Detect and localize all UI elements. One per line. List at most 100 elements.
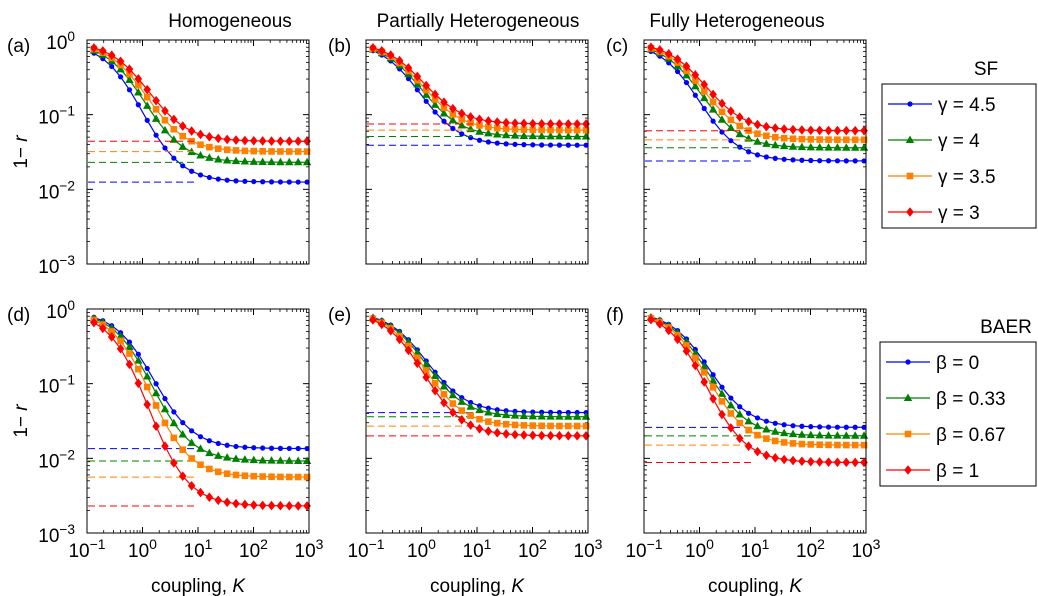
data-point xyxy=(205,448,214,457)
x-tick-exponent: 2 xyxy=(817,536,825,552)
data-point xyxy=(807,136,815,143)
data-point xyxy=(232,498,240,509)
data-point xyxy=(386,50,395,60)
data-point xyxy=(753,119,762,130)
data-point xyxy=(691,360,700,371)
data-point xyxy=(736,122,744,130)
data-point xyxy=(556,142,563,148)
data-point xyxy=(475,114,484,125)
data-point xyxy=(833,143,842,151)
legend-title: SF xyxy=(974,59,998,80)
data-point xyxy=(656,319,664,329)
data-point xyxy=(728,138,734,144)
data-point xyxy=(476,137,483,143)
series-dot xyxy=(88,50,310,185)
data-point xyxy=(753,137,762,145)
data-point xyxy=(701,105,707,112)
data-point xyxy=(546,430,555,441)
legend-label: β = 0.33 xyxy=(936,389,1006,410)
data-point xyxy=(798,440,806,448)
data-point xyxy=(276,136,285,146)
data-point xyxy=(692,77,699,84)
column-title-partially-heterogeneous: Partially Heterogeneous xyxy=(377,11,580,32)
data-point xyxy=(674,68,681,75)
y-tick-label-exponent: −2 xyxy=(59,447,75,462)
data-point xyxy=(788,429,798,438)
data-point xyxy=(468,135,474,141)
data-point xyxy=(772,155,778,161)
data-point xyxy=(520,126,528,133)
data-point xyxy=(295,445,301,452)
data-point xyxy=(573,126,581,134)
legend-value: = 1 xyxy=(952,461,979,482)
panel-label: (c) xyxy=(606,36,628,57)
data-point xyxy=(171,155,177,161)
data-point xyxy=(250,472,258,480)
legend-sf: SFγ = 4.5γ = 4γ = 3.5γ = 3 xyxy=(881,59,1037,229)
data-point xyxy=(303,136,311,147)
data-point xyxy=(126,350,133,357)
data-point xyxy=(737,404,743,410)
data-point xyxy=(214,154,223,163)
data-point xyxy=(187,126,196,136)
data-point xyxy=(197,172,204,178)
panel-label: (d) xyxy=(7,305,30,326)
data-point xyxy=(719,129,725,135)
y-tick-label: 100 xyxy=(46,298,75,323)
data-point xyxy=(691,70,700,80)
data-point xyxy=(493,124,501,132)
plot-frame xyxy=(643,39,867,265)
data-point xyxy=(824,125,833,136)
data-point xyxy=(286,179,292,185)
data-point xyxy=(126,70,133,78)
data-point xyxy=(242,178,248,184)
data-point xyxy=(135,351,141,357)
data-point xyxy=(126,339,133,345)
data-point xyxy=(833,457,842,468)
data-point xyxy=(233,443,239,450)
x-tick-base: 10 xyxy=(347,541,368,562)
y-tick-label: 10−2 xyxy=(38,178,75,203)
data-point xyxy=(431,379,439,387)
data-point xyxy=(842,136,850,144)
data-point xyxy=(457,397,466,405)
data-point xyxy=(683,342,690,349)
data-point xyxy=(834,136,841,144)
data-point xyxy=(528,131,537,140)
data-point xyxy=(528,411,537,420)
data-point xyxy=(277,179,284,185)
data-point xyxy=(763,132,770,140)
data-point xyxy=(458,407,466,414)
data-point xyxy=(160,125,170,134)
data-point xyxy=(746,410,752,416)
data-point xyxy=(448,390,458,399)
data-point xyxy=(798,125,806,135)
data-point xyxy=(152,402,160,409)
data-point xyxy=(285,136,294,147)
data-point xyxy=(294,148,302,155)
data-point xyxy=(546,131,555,140)
data-point xyxy=(824,431,833,439)
data-point xyxy=(215,176,221,182)
y-tick-label-exponent: −3 xyxy=(59,253,75,268)
data-point xyxy=(780,439,788,446)
data-point xyxy=(303,473,311,481)
data-point xyxy=(790,157,796,163)
data-point xyxy=(258,455,267,464)
data-point xyxy=(683,79,690,86)
data-point xyxy=(709,98,717,106)
data-point xyxy=(520,422,528,429)
data-point xyxy=(842,441,850,449)
data-point xyxy=(735,129,744,138)
data-point xyxy=(564,412,573,420)
data-point xyxy=(205,492,214,503)
x-axis-label: coupling, K xyxy=(430,576,525,596)
data-point xyxy=(521,142,527,148)
data-point xyxy=(647,314,655,325)
series-square xyxy=(645,314,868,449)
data-point xyxy=(295,179,301,185)
data-point xyxy=(789,440,797,447)
data-point xyxy=(143,101,152,109)
x-tick-base: 10 xyxy=(518,541,539,562)
data-point xyxy=(214,468,222,476)
